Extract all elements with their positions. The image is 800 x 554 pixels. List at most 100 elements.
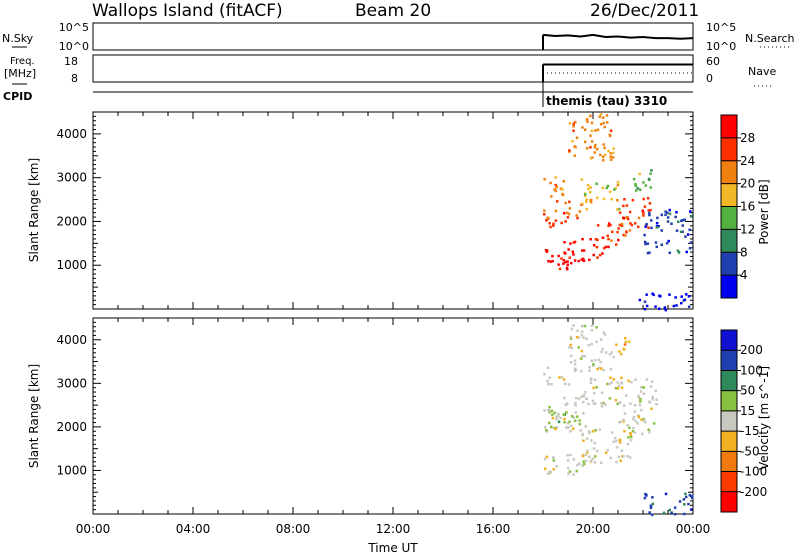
- velocity-scatter-cell: [626, 424, 629, 427]
- velocity-scatter-cell: [582, 439, 585, 442]
- power-scatter-cell: [605, 186, 608, 190]
- power-scatter-cell: [616, 183, 620, 187]
- power-scatter-cell: [643, 233, 646, 237]
- power-scatter-cell: [584, 140, 587, 144]
- velocity-scatter-cell: [639, 398, 642, 401]
- velocity-scatter-cell: [615, 446, 619, 449]
- power-scatter-cell: [643, 300, 647, 303]
- velocity-scatter-cell: [634, 419, 637, 423]
- power-scatter-cell: [577, 259, 580, 263]
- velocity-scatter-cell: [598, 428, 601, 431]
- power-scatter-cell: [601, 186, 605, 190]
- velocity-scatter-cell: [594, 429, 597, 432]
- power-scatter-cell: [679, 230, 683, 234]
- power-scatter-cell: [548, 222, 551, 225]
- power-scatter-cell: [573, 240, 577, 244]
- velocity-scatter-cell: [662, 511, 666, 515]
- power-scatter-cell: [610, 239, 613, 242]
- velocity-scatter-cell: [614, 398, 618, 402]
- velocity-scatter-cell: [551, 413, 554, 416]
- power-scatter-cell: [650, 226, 653, 230]
- velocity-scatter-cell: [683, 512, 686, 516]
- power-scatter-cell: [664, 210, 667, 213]
- velocity-scatter-cell: [690, 496, 694, 499]
- date-title: 26/Dec/2011: [590, 1, 700, 21]
- power-scatter-cell: [596, 196, 599, 200]
- velocity-scatter-cell: [575, 396, 578, 400]
- power-scatter-cell: [601, 236, 605, 239]
- power-scatter-cell: [660, 243, 663, 246]
- power-scatter-cell: [586, 120, 589, 123]
- power-scatter-cell: [647, 209, 650, 212]
- power-colorbar-tick-label: 28: [740, 131, 755, 145]
- velocity-scatter-cell: [552, 456, 555, 459]
- nsky-right-tick-top: 10^5: [706, 21, 736, 34]
- velocity-scatter-cell: [609, 456, 612, 460]
- velocity-scatter-cell: [599, 461, 603, 464]
- velocity-scatter-cell: [580, 334, 584, 337]
- power-scatter-cell: [668, 293, 671, 296]
- power-scatter-cell: [573, 259, 577, 262]
- velocity-scatter-cell: [633, 431, 637, 434]
- velocity-scatter-cell: [612, 378, 616, 381]
- velocity-scatter-cell: [622, 418, 625, 421]
- power-scatter-cell: [593, 151, 596, 154]
- velocity-scatter-cell: [581, 354, 584, 358]
- power-scatter-cell: [603, 146, 606, 150]
- velocity-scatter-cell: [592, 402, 596, 405]
- power-scatter-cell: [613, 188, 616, 191]
- velocity-scatter-cell: [552, 459, 556, 462]
- power-scatter-cell: [606, 184, 610, 188]
- velocity-scatter-cell: [649, 504, 653, 507]
- velocity-scatter-cell: [597, 358, 600, 361]
- power-scatter-cell: [590, 140, 594, 143]
- power-scatter-cell: [591, 156, 594, 159]
- velocity-scatter-cell: [651, 502, 655, 506]
- velocity-scatter-cell: [548, 376, 551, 380]
- velocity-scatter-cell: [564, 403, 568, 406]
- velocity-scatter-cell: [568, 346, 571, 349]
- velocity-scatter-cell: [637, 394, 640, 398]
- velocity-scatter-cell: [545, 455, 549, 459]
- nsky-strip-frame: [92, 22, 694, 51]
- velocity-scatter-cell: [551, 416, 555, 420]
- power-scatter-cell: [575, 214, 578, 217]
- velocity-scatter-cell: [609, 376, 612, 379]
- power-scatter-cell: [675, 304, 678, 307]
- power-scatter-cell: [638, 298, 642, 302]
- power-scatter-cell: [567, 212, 571, 216]
- power-scatter-cell: [667, 239, 670, 243]
- power-scatter-cell: [645, 222, 648, 226]
- velocity-scatter-cell: [589, 381, 593, 384]
- power-scatter-cell: [552, 224, 555, 227]
- velocity-scatter-cell: [589, 378, 593, 382]
- power-scatter-cell: [676, 249, 680, 252]
- power-scatter-cell: [622, 233, 625, 237]
- power-scatter-cell: [561, 188, 564, 191]
- velocity-scatter-cell: [547, 382, 550, 386]
- velocity-scatter-cell: [636, 414, 640, 417]
- velocity-scatter-cell: [651, 496, 654, 499]
- velocity-scatter-cell: [629, 432, 632, 435]
- velocity-scatter-cell: [625, 394, 628, 397]
- power-ytick-label: 4000: [56, 127, 87, 141]
- power-scatter-cell: [581, 237, 584, 241]
- velocity-scatter-cell: [548, 410, 551, 414]
- power-scatter-cell: [569, 242, 572, 245]
- velocity-scatter-cell: [600, 405, 604, 408]
- velocity-scatter-cell: [632, 417, 635, 421]
- power-scatter-cell: [589, 191, 592, 194]
- power-scatter-cell: [672, 304, 676, 308]
- power-scatter-cell: [609, 158, 613, 161]
- velocity-scatter-cell: [573, 362, 577, 366]
- power-colorbar-segment: [721, 160, 737, 185]
- power-scatter-cell: [572, 124, 575, 128]
- power-scatter-cell: [675, 229, 679, 232]
- velocity-ylabel: Slant Range [km]: [27, 364, 41, 468]
- power-colorbar-segment: [721, 229, 737, 253]
- velocity-scatter-cell: [620, 449, 624, 452]
- power-scatter-cell: [610, 197, 613, 201]
- velocity-scatter-cell: [619, 459, 622, 463]
- power-scatter-cell: [598, 115, 601, 118]
- velocity-scatter-cell: [585, 337, 588, 340]
